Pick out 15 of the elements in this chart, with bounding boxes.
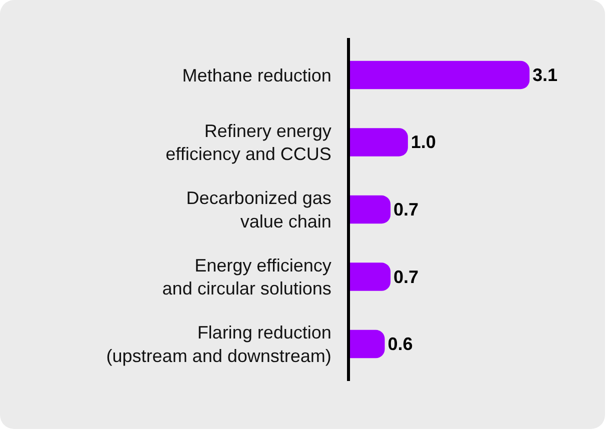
y-tick-label: Methane reduction: [182, 65, 332, 86]
data-label: 3.1: [532, 64, 558, 85]
y-tick-label: Flaring reduction (upstream and downstream): [106, 322, 332, 366]
y-tick-label: Energy efficiency and circular solutions: [162, 255, 332, 299]
bar: [350, 330, 385, 358]
data-label: 0.7: [394, 266, 419, 287]
bar: [350, 195, 391, 224]
data-label: 1.0: [410, 132, 436, 152]
bar: [350, 60, 530, 90]
data-label: 0.7: [394, 200, 419, 220]
data-label: 0.6: [388, 334, 413, 354]
bar: [350, 128, 408, 156]
bar: [350, 262, 391, 291]
y-tick-label: Refinery energy efficiency and CCUS: [166, 120, 332, 164]
y-tick-label: Decarbonized gas value chain: [186, 188, 332, 232]
